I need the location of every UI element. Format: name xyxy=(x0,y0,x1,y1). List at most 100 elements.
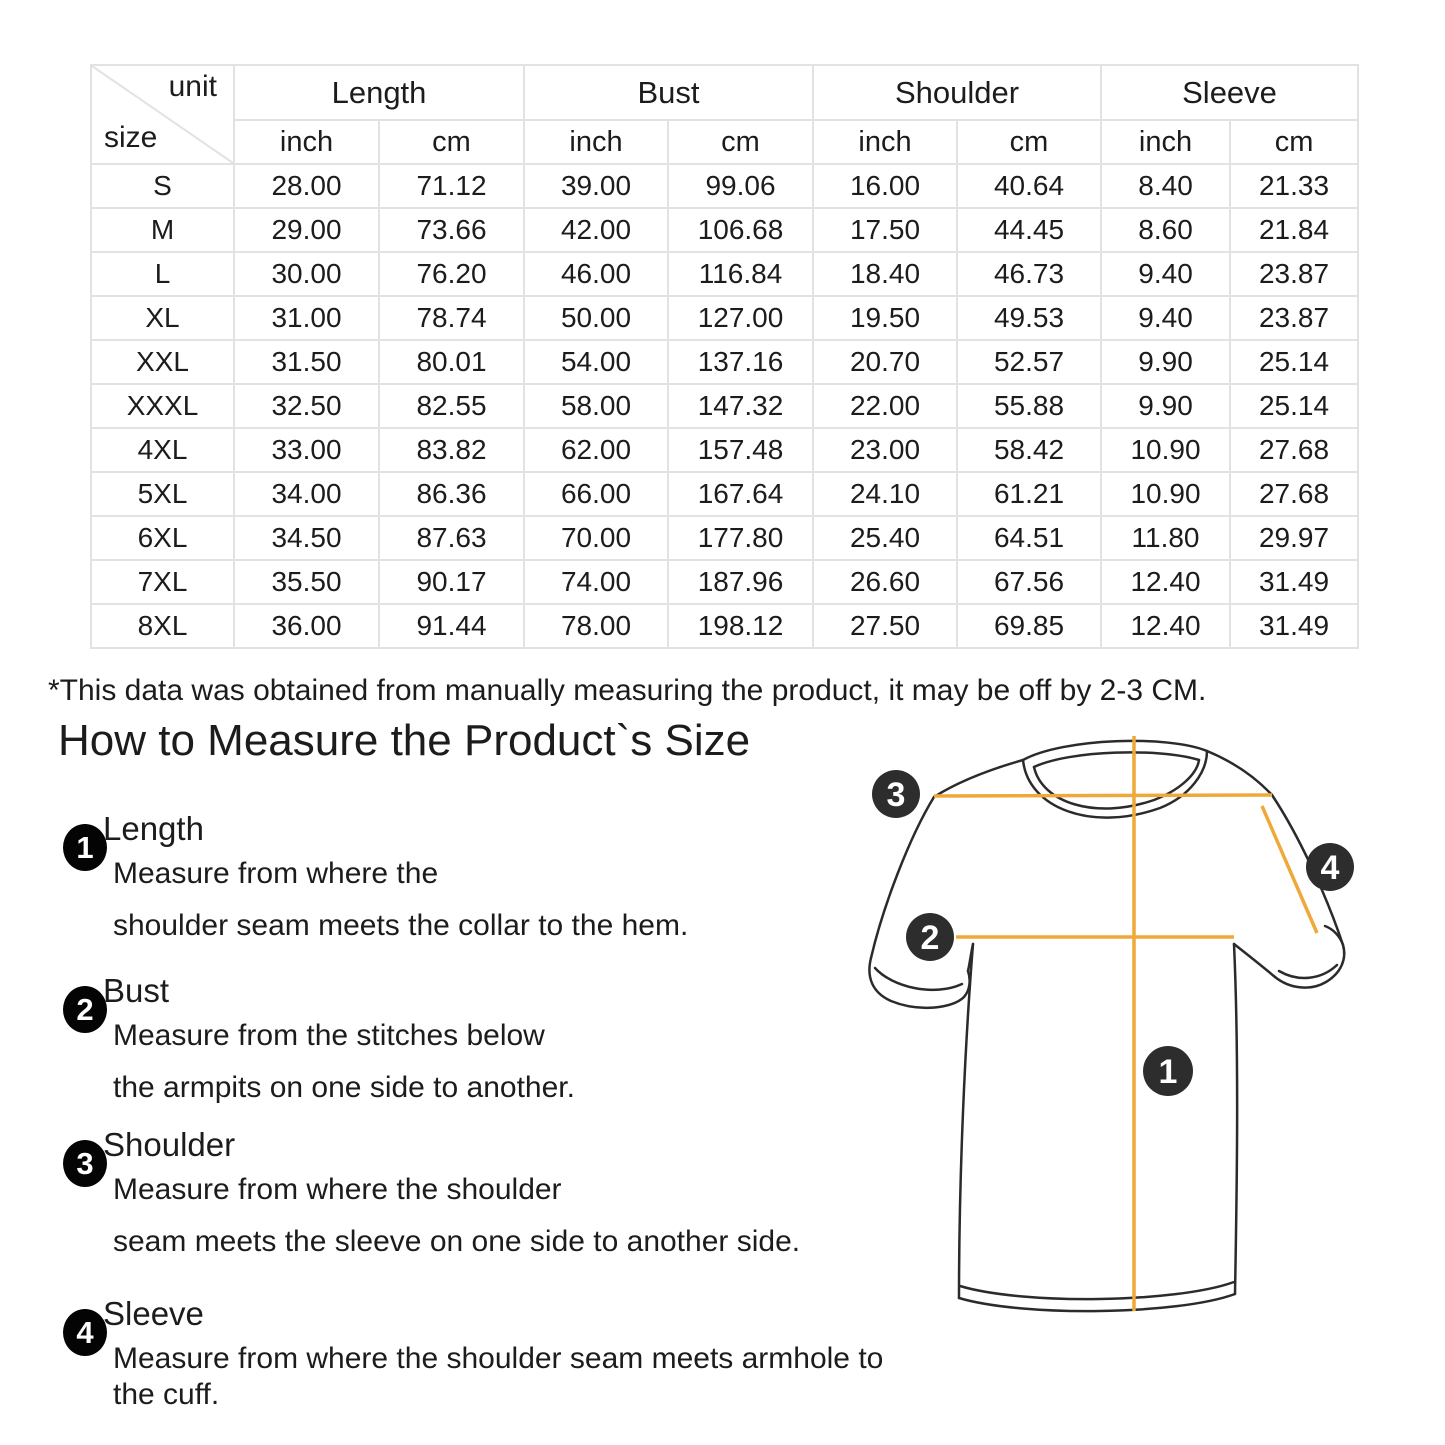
measurement-cell: 9.90 xyxy=(1100,383,1232,429)
measurement-cell: 31.00 xyxy=(233,295,380,341)
instruction-sleeve: 4 Sleeve Measure from where the shoulder… xyxy=(63,1295,913,1413)
instruction-text: Measure from where the shoulder xyxy=(113,1173,562,1206)
step-1-badge: 1 xyxy=(63,824,107,871)
measurement-cell: 86.36 xyxy=(377,471,526,517)
measurement-cell: 10.90 xyxy=(1100,427,1232,473)
measurement-cell: 39.00 xyxy=(523,163,670,209)
measurement-cell: 198.12 xyxy=(667,603,815,649)
unit-header: inch xyxy=(1100,119,1232,165)
measurement-cell: 23.87 xyxy=(1229,251,1360,297)
instruction-title: Bust xyxy=(103,972,170,1009)
measurement-cell: 36.00 xyxy=(233,603,380,649)
measurement-cell: 28.00 xyxy=(233,163,380,209)
measurement-cell: 76.20 xyxy=(377,251,526,297)
unit-header: inch xyxy=(233,119,380,165)
unit-header: cm xyxy=(956,119,1103,165)
group-header-sleeve: Sleeve xyxy=(1100,64,1360,121)
measurement-cell: 67.56 xyxy=(956,559,1103,605)
size-label: XXL xyxy=(90,339,235,385)
step-4-badge: 4 xyxy=(63,1309,107,1356)
measurement-cell: 78.00 xyxy=(523,603,670,649)
size-label: 8XL xyxy=(90,603,235,649)
shoulder-measure-line xyxy=(933,793,1273,798)
measurement-cell: 31.49 xyxy=(1229,603,1360,649)
measurement-cell: 52.57 xyxy=(956,339,1103,385)
marker-4: 4 xyxy=(1306,843,1354,891)
instruction-text: Measure from where the shoulder seam mee… xyxy=(113,1342,884,1411)
unit-header: inch xyxy=(523,119,670,165)
table-row: M 29.00 73.66 42.00 106.68 17.50 44.45 8.60 21.8… xyxy=(90,207,1360,253)
marker-2-number: 2 xyxy=(921,919,940,957)
marker-2: 2 xyxy=(906,913,954,961)
measurement-cell: 9.40 xyxy=(1100,251,1232,297)
measurement-cell: 25.40 xyxy=(812,515,959,561)
group-header-shoulder: Shoulder xyxy=(812,64,1103,121)
measurement-cell: 71.12 xyxy=(377,163,526,209)
table-row: S 28.00 71.12 39.00 99.06 16.00 40.64 8.40 21.33 xyxy=(90,163,1360,209)
measurement-cell: 21.33 xyxy=(1229,163,1360,209)
instruction-text: the armpits on one side to another. xyxy=(113,1071,575,1104)
instruction-bust: 2 Bust Measure from the stitches below t… xyxy=(63,972,913,1106)
measurement-cell: 31.50 xyxy=(233,339,380,385)
size-label: 5XL xyxy=(90,471,235,517)
size-label: 7XL xyxy=(90,559,235,605)
measurement-cell: 18.40 xyxy=(812,251,959,297)
instruction-text: Measure from where the xyxy=(113,857,439,890)
measurement-cell: 147.32 xyxy=(667,383,815,429)
measurement-cell: 27.50 xyxy=(812,603,959,649)
size-label: 4XL xyxy=(90,427,235,473)
size-chart: unit size Length Bust Shoulder Sleeve in… xyxy=(90,64,1360,649)
measurement-cell: 10.90 xyxy=(1100,471,1232,517)
measurement-cell: 40.64 xyxy=(956,163,1103,209)
marker-1: 1 xyxy=(1143,1046,1193,1096)
size-label: XL xyxy=(90,295,235,341)
step-2-number: 2 xyxy=(76,991,94,1027)
size-chart-body: S 28.00 71.12 39.00 99.06 16.00 40.64 8.40 21.33… xyxy=(90,163,1360,649)
measurement-cell: 9.90 xyxy=(1100,339,1232,385)
marker-1-number: 1 xyxy=(1159,1053,1178,1091)
sleeve-measure-line xyxy=(1260,805,1319,934)
measurement-cell: 23.00 xyxy=(812,427,959,473)
instruction-text: Measure from the stitches below xyxy=(113,1019,545,1052)
instruction-text: shoulder seam meets the collar to the he… xyxy=(113,909,689,942)
measurement-cell: 64.51 xyxy=(956,515,1103,561)
marker-4-number: 4 xyxy=(1321,849,1340,887)
size-label: 6XL xyxy=(90,515,235,561)
instruction-shoulder: 3 Shoulder Measure from where the should… xyxy=(63,1126,913,1260)
group-header-length: Length xyxy=(232,64,526,121)
measurement-cell: 187.96 xyxy=(667,559,815,605)
measurement-cell: 78.74 xyxy=(377,295,526,341)
table-row: XL 31.00 78.74 50.00 127.00 19.50 49.53 9.40 23.… xyxy=(90,295,1360,341)
unit-header: cm xyxy=(667,119,815,165)
corner-cell: unit size xyxy=(90,64,235,165)
step-3-badge: 3 xyxy=(63,1140,107,1187)
measurement-cell: 34.00 xyxy=(233,471,380,517)
table-row: L 30.00 76.20 46.00 116.84 18.40 46.73 9.40 23.8… xyxy=(90,251,1360,297)
measurement-cell: 19.50 xyxy=(812,295,959,341)
measurement-cell: 11.80 xyxy=(1100,515,1232,561)
measurement-cell: 46.00 xyxy=(523,251,670,297)
table-row: 4XL 33.00 83.82 62.00 157.48 23.00 58.42 10.90 2… xyxy=(90,427,1360,473)
measurement-cell: 8.60 xyxy=(1100,207,1232,253)
instruction-title: Sleeve xyxy=(103,1295,204,1332)
measurement-cell: 46.73 xyxy=(956,251,1103,297)
unit-header: cm xyxy=(1229,119,1360,165)
measurement-cell: 90.17 xyxy=(377,559,526,605)
marker-3: 3 xyxy=(872,770,920,818)
table-row: 8XL 36.00 91.44 78.00 198.12 27.50 69.85 12.40 3… xyxy=(90,603,1360,649)
measurement-cell: 70.00 xyxy=(523,515,670,561)
corner-unit-label: unit xyxy=(168,70,217,103)
measurement-cell: 177.80 xyxy=(667,515,815,561)
measurement-cell: 116.84 xyxy=(667,251,815,297)
measurement-cell: 66.00 xyxy=(523,471,670,517)
measurement-cell: 31.49 xyxy=(1229,559,1360,605)
table-row: 7XL 35.50 90.17 74.00 187.96 26.60 67.56 12.40 3… xyxy=(90,559,1360,605)
diagram-markers: 3 2 1 4 xyxy=(872,770,1354,1096)
measurement-cell: 62.00 xyxy=(523,427,670,473)
measurement-cell: 127.00 xyxy=(667,295,815,341)
size-chart-table: unit size Length Bust Shoulder Sleeve in… xyxy=(90,64,1360,649)
measurement-cell: 29.97 xyxy=(1229,515,1360,561)
instruction-title: Shoulder xyxy=(103,1126,236,1163)
size-label: S xyxy=(90,163,235,209)
measurement-cell: 25.14 xyxy=(1229,383,1360,429)
